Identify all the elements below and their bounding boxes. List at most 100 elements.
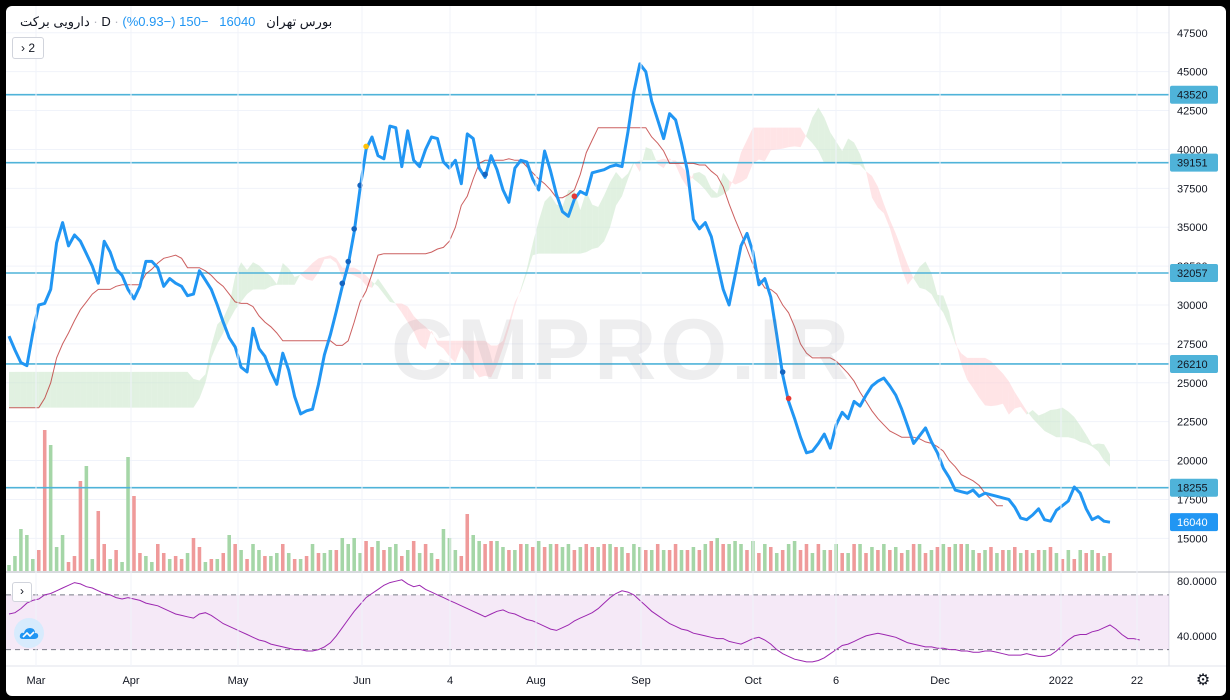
level-price-label-bg [1170,85,1218,104]
kumo-bullish-segment [818,107,825,164]
volume-bar [840,553,844,571]
level-price-label-bg [1170,153,1218,172]
kumo-bearish-segment [1014,392,1021,409]
volume-bar [661,550,666,571]
signal-dot [571,193,578,200]
volume-bar [644,550,648,571]
expand-pane-button[interactable]: › [12,582,32,602]
kumo-bullish-segment [86,371,93,408]
volume-bar [953,544,958,571]
rsi-line[interactable] [8,579,1140,663]
kumo-bearish-segment [776,127,783,150]
volume-bar [298,559,303,571]
interval-label[interactable]: D [101,14,111,29]
kumo-bullish-segment [199,374,206,399]
last-price: 16040 [219,14,256,29]
volume-bar [316,553,321,571]
volume-bar [36,550,41,571]
volume-bar [161,553,166,571]
symbol-header[interactable]: دارویی برکت · D · بورس تهران 16040 −150 … [20,14,333,29]
kumo-bullish-segment [1086,434,1093,447]
level-price-label: 39151 [1177,158,1208,170]
volume-bar [614,547,618,571]
time-axis-tick: Mar [27,675,46,687]
volume-bar [126,457,130,571]
price-line[interactable] [7,62,1111,524]
volume-bar [221,553,226,571]
kumo-bearish-segment [889,219,896,249]
volume-bar [114,550,118,571]
volume-bar [536,541,541,571]
volume-bar [626,553,630,571]
kumo-bearish-segment [883,203,890,228]
volume-bar [42,430,47,571]
volume-bar [709,541,714,571]
volume-bar [929,550,934,571]
volume-bar [888,550,892,571]
volume-bar [501,547,505,571]
settings-gear-icon[interactable]: ⚙ [1195,672,1211,689]
price-chart[interactable]: 1500017500200002250025000275003000032500… [6,6,1226,696]
volume-bar [447,538,452,571]
kumo-bullish-segment [854,142,861,165]
volume-bar [745,550,749,571]
volume-bar [638,547,642,571]
volume-bar [691,547,696,571]
volume-bar [358,553,362,571]
kumo-bullish-segment [104,371,111,408]
volume-bar [417,553,422,571]
volume-bar [554,544,559,571]
cloud-chart-icon[interactable] [14,618,44,648]
price-axis-tick: 45000 [1177,67,1208,79]
kumo-bullish-segment [538,201,545,254]
volume-bar [120,562,124,571]
kumo-bearish-segment [330,255,337,263]
volume-bar [923,553,928,571]
volume-bar [566,544,571,571]
kumo-bearish-segment [431,330,438,345]
symbol-name[interactable]: دارویی برکت [20,14,90,29]
kumo-bullish-segment [919,261,926,290]
signal-dot [363,143,369,150]
volume-bar [334,550,339,571]
kumo-bullish-segment [264,271,271,290]
kumo-bullish-segment [699,172,706,190]
kumo-bullish-segment [1074,417,1081,442]
kumo-bullish-segment [241,262,248,302]
kumo-bullish-segment [651,149,658,165]
kumo-bullish-segment [848,138,855,165]
signal-dot [779,369,786,375]
kumo-bearish-segment [752,127,759,164]
volume-bar [66,562,71,571]
volume-bar [852,544,856,571]
kumo-bearish-segment [425,326,432,350]
volume-bar [1013,547,1017,571]
volume-bar [400,556,404,571]
volume-bar [471,535,475,571]
kumo-bearish-segment [746,127,753,179]
volume-bar [423,544,428,571]
volume-bar [590,547,595,571]
volume-bar [54,547,59,571]
volume-bar [364,541,368,571]
volume-bar [191,538,196,571]
volume-bar [441,529,446,571]
volume-bar [1042,550,1047,571]
kumo-bearish-segment [990,361,997,407]
collapse-indicators-button[interactable]: › 2 [12,37,44,59]
kumo-bullish-segment [50,371,57,408]
kumo-bullish-segment [931,273,938,305]
volume-bar [792,541,797,571]
kumo-bearish-segment [324,255,331,260]
volume-bar [578,547,583,571]
price-axis-tick: 40000 [1177,144,1208,156]
kumo-bullish-segment [157,371,164,408]
volume-bar [280,544,285,571]
signal-dot [482,171,488,178]
chart-window: 1500017500200002250025000275003000032500… [6,6,1226,696]
kumo-bullish-segment [562,189,569,254]
kumo-bearish-segment [497,340,503,365]
kumo-bullish-segment [824,117,831,164]
volume-bar [596,547,600,571]
kijun-line [9,127,1003,507]
